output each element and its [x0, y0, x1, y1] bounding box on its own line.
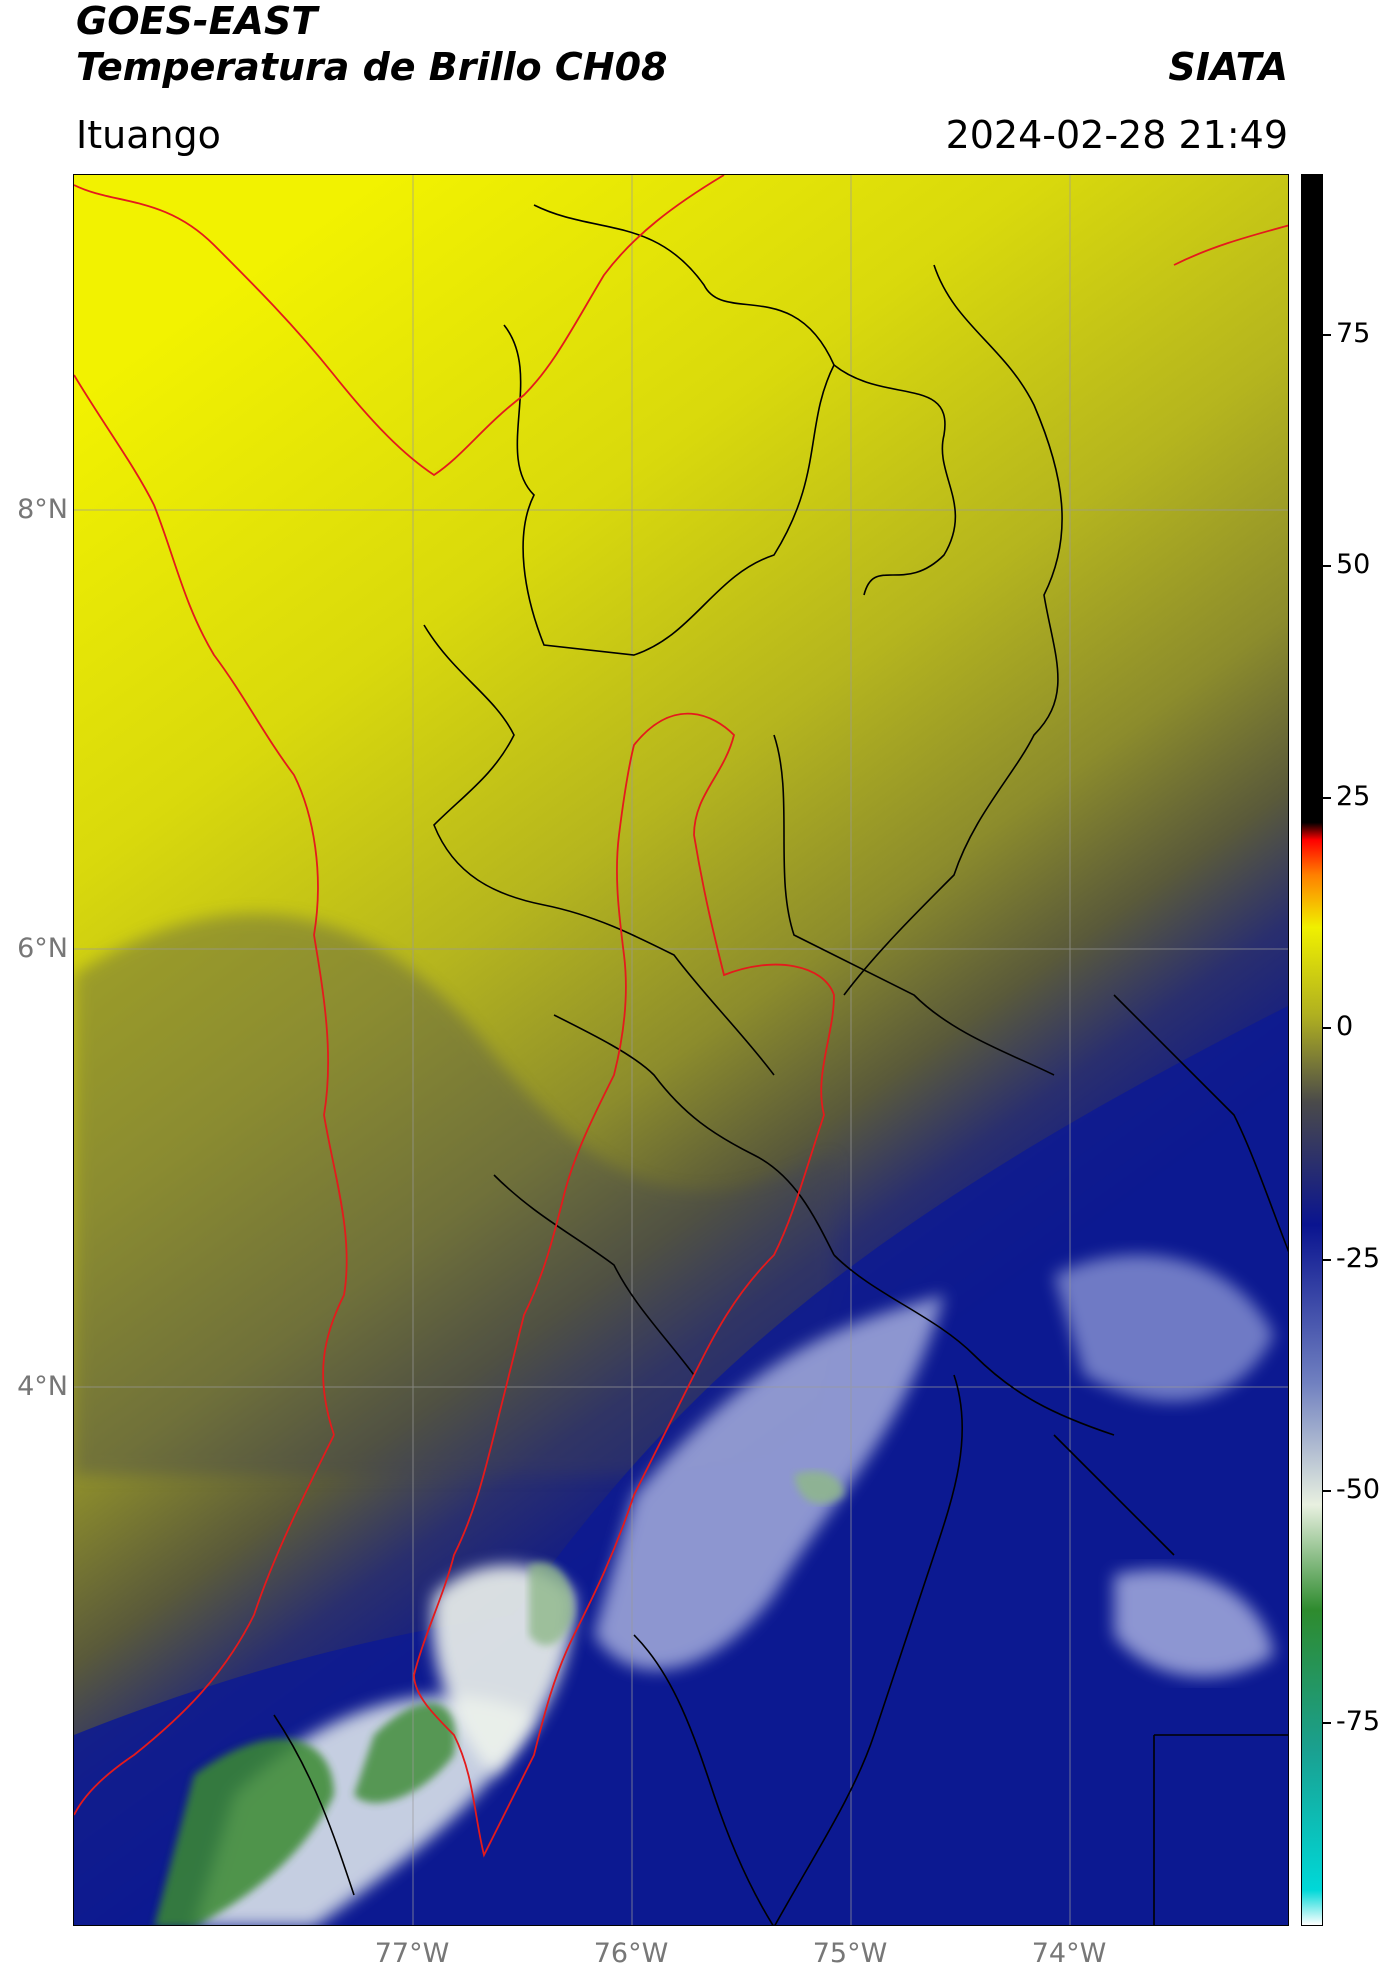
cb-label-0: 0	[1336, 1011, 1354, 1042]
cb-label-75: 75	[1336, 318, 1371, 349]
cb-label-neg75: -75	[1336, 1706, 1381, 1737]
title-line-1: GOES-EAST	[76, 0, 318, 43]
cb-label-25: 25	[1336, 781, 1371, 812]
lon-label-77w: 77°W	[374, 1938, 450, 1969]
cold-core-4	[794, 1471, 844, 1504]
cb-label-neg50: -50	[1336, 1474, 1381, 1505]
admin-borders	[273, 204, 1288, 1925]
lat-label-6n: 6°N	[17, 933, 68, 964]
title-line-2: Temperatura de Brillo CH08	[76, 45, 668, 89]
cold-core-1	[154, 1738, 334, 1925]
basin-outline	[413, 712, 835, 1858]
satellite-map	[73, 174, 1289, 1926]
cloud-core-1	[594, 1295, 944, 1670]
cb-label-50: 50	[1336, 549, 1371, 580]
lon-label-76w: 76°W	[593, 1938, 669, 1969]
cb-tick-25	[1323, 797, 1331, 799]
cb-label-neg25: -25	[1336, 1243, 1381, 1274]
brand-label: SIATA	[1168, 45, 1288, 89]
cb-tick-neg50	[1323, 1490, 1331, 1492]
location-label: Ituango	[76, 113, 221, 157]
cb-tick-neg25	[1323, 1259, 1331, 1261]
cloud-core-3	[1114, 1569, 1274, 1677]
cloud-core-2	[1054, 1255, 1274, 1402]
lon-label-75w: 75°W	[812, 1938, 888, 1969]
cb-tick-75	[1323, 334, 1331, 336]
lat-label-8n: 8°N	[17, 494, 68, 525]
map-canvas	[74, 175, 1288, 1925]
cb-tick-neg75	[1323, 1722, 1331, 1724]
datetime-label: 2024-02-28 21:49	[945, 113, 1288, 157]
cb-tick-0	[1323, 1027, 1331, 1029]
cold-core-2	[354, 1702, 456, 1803]
coastline	[74, 175, 1288, 1816]
cold-core-3	[529, 1562, 574, 1646]
cb-tick-50	[1323, 565, 1331, 567]
colorbar	[1301, 174, 1323, 1926]
gridlines	[74, 175, 1288, 1925]
cloud-band-dark	[74, 913, 834, 1475]
lon-label-74w: 74°W	[1031, 1938, 1107, 1969]
lat-label-4n: 4°N	[17, 1371, 68, 1402]
